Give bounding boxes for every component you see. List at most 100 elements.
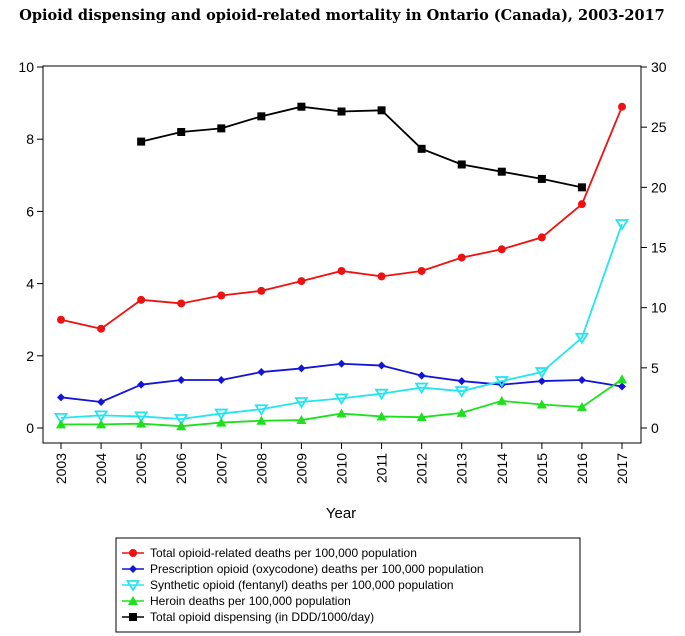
data-point-series-3	[56, 419, 66, 429]
legend-marker	[129, 565, 137, 573]
legend-entry: Heroin deaths per 100,000 population	[150, 594, 351, 608]
x-tick-label: 2013	[454, 453, 470, 484]
legend-marker	[129, 613, 137, 621]
legend: Total opioid-related deaths per 100,000 …	[115, 537, 581, 633]
data-point-series-0	[457, 253, 466, 262]
series-line-2	[60, 223, 623, 420]
data-point-series-3	[256, 415, 267, 425]
data-point-series-0	[577, 200, 586, 209]
x-tick-label: 2017	[614, 453, 630, 484]
data-point-series-3	[296, 415, 307, 425]
right-y-tick-label: 0	[651, 420, 659, 436]
legend-entry: Synthetic opioid (fentanyl) deaths per 1…	[150, 578, 454, 592]
data-point-series-0	[217, 291, 226, 300]
data-point-series-3	[216, 417, 227, 427]
data-point-series-2	[294, 397, 309, 409]
data-point-series-3	[496, 395, 507, 405]
data-point-series-2	[574, 332, 590, 345]
data-point-series-3	[136, 418, 147, 428]
chart-title: Opioid dispensing and opioid-related mor…	[19, 7, 665, 24]
x-tick-label: 2012	[414, 453, 430, 484]
data-point-series-0	[177, 299, 186, 308]
data-point-series-2	[93, 410, 109, 423]
data-point-series-2	[334, 393, 349, 406]
data-point-series-4	[577, 183, 586, 192]
x-tick-label: 2016	[574, 453, 590, 484]
data-point-series-4	[137, 137, 146, 146]
data-point-series-4	[457, 160, 466, 169]
x-tick-label: 2009	[293, 453, 309, 484]
right-y-tick-label: 20	[651, 179, 667, 195]
x-tick-label: 2005	[133, 453, 149, 484]
data-point-series-1	[417, 371, 426, 380]
data-point-series-2	[454, 386, 469, 398]
data-point-series-3	[96, 419, 107, 429]
legend-marker	[125, 580, 141, 592]
data-point-series-4	[257, 112, 266, 121]
x-tick-label: 2004	[93, 453, 109, 484]
data-point-series-0	[337, 266, 346, 275]
data-point-series-3	[536, 399, 547, 409]
data-point-series-2	[534, 367, 549, 379]
data-point-series-4	[217, 124, 226, 133]
data-point-series-0	[57, 315, 65, 324]
data-point-series-3	[456, 407, 467, 417]
data-point-series-1	[537, 377, 546, 386]
left-y-tick-label: 4	[26, 276, 34, 292]
x-tick-label: 2011	[374, 453, 390, 483]
data-point-series-1	[618, 382, 626, 391]
legend-marker	[128, 596, 138, 605]
data-point-series-0	[377, 272, 386, 281]
data-point-series-4	[377, 106, 386, 115]
data-point-series-0	[257, 286, 266, 295]
right-y-tick-label: 10	[651, 300, 667, 316]
x-tick-label: 2006	[173, 453, 189, 484]
x-tick-label: 2014	[494, 453, 510, 484]
data-point-series-0	[417, 266, 426, 275]
plot-area: 0 2 4 6 8 10 0 5 10 15 20 25 30 2003 2004 2005 2006 2007 2…	[18, 59, 666, 484]
data-point-series-1	[297, 364, 306, 373]
x-tick-label: 2008	[253, 453, 269, 484]
data-point-series-1	[257, 368, 266, 377]
x-tick-label: 2010	[334, 453, 350, 484]
data-point-series-1	[577, 375, 586, 384]
data-point-series-1	[337, 359, 346, 368]
legend-box	[115, 537, 581, 633]
data-point-series-1	[57, 393, 65, 402]
data-point-series-3	[176, 421, 187, 431]
data-point-series-2	[53, 412, 69, 425]
left-y-tick-label: 8	[26, 131, 34, 147]
x-tick-label: 2015	[534, 453, 550, 484]
data-point-series-4	[537, 174, 546, 183]
data-point-series-2	[134, 411, 149, 424]
right-y-tick-label: 5	[651, 360, 659, 376]
data-point-series-1	[137, 380, 146, 389]
left-y-tick-label: 6	[26, 203, 34, 219]
data-point-series-1	[97, 398, 106, 407]
x-tick-label: 2007	[213, 453, 229, 484]
data-point-series-4	[497, 167, 506, 176]
data-point-series-4	[297, 102, 306, 111]
data-point-series-4	[337, 107, 346, 116]
data-point-series-3	[576, 402, 587, 412]
x-tick-label: 2003	[53, 453, 69, 484]
data-point-series-2	[374, 388, 389, 401]
data-point-series-2	[214, 408, 229, 421]
right-y-tick-label: 25	[651, 119, 667, 135]
data-point-series-3	[336, 408, 347, 418]
left-y-tick-label: 10	[18, 59, 34, 75]
left-y-tick-label: 0	[26, 420, 34, 436]
data-point-series-3	[617, 374, 627, 384]
legend-entry: Prescription opioid (oxycodone) deaths p…	[150, 562, 484, 576]
data-point-series-0	[137, 295, 146, 304]
data-point-series-1	[377, 361, 386, 370]
data-point-series-2	[614, 219, 630, 231]
series-line-4	[140, 105, 583, 189]
right-y-tick-label: 30	[651, 59, 667, 75]
data-point-series-4	[177, 127, 186, 136]
data-point-series-1	[457, 377, 466, 386]
data-point-series-0	[618, 102, 626, 111]
data-point-series-4	[417, 144, 426, 153]
data-point-series-1	[177, 375, 186, 384]
